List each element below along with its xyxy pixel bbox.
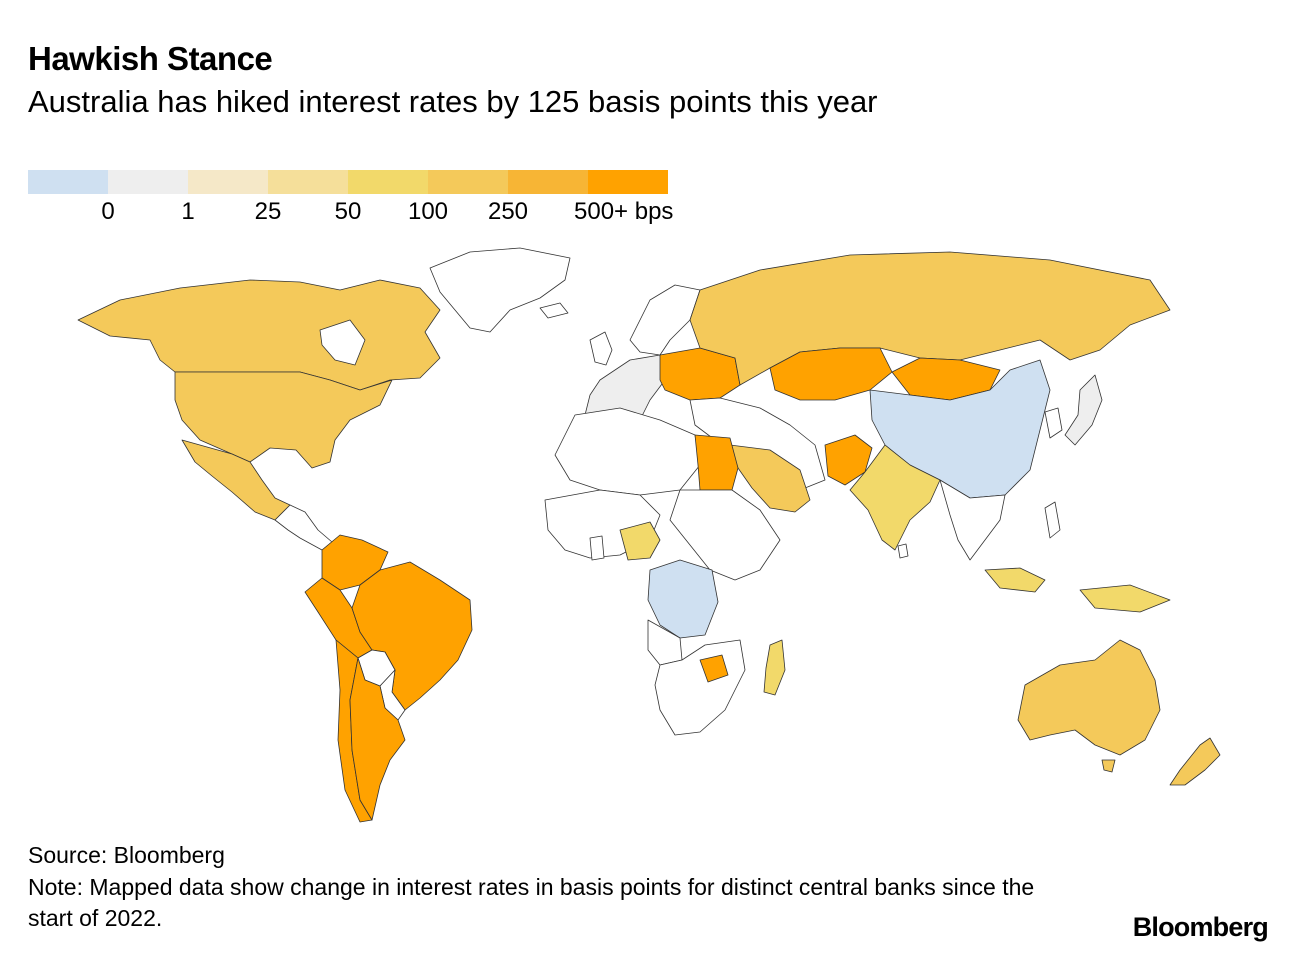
legend-swatch	[28, 170, 108, 194]
legend-swatch	[268, 170, 348, 194]
region-madagascar	[763, 639, 786, 696]
region-scandinavia	[629, 284, 701, 356]
region-iceland	[539, 302, 569, 319]
legend-swatch	[188, 170, 268, 194]
legend-label: 0	[101, 198, 115, 225]
legend-swatch	[588, 170, 668, 194]
color-legend: 0 1 25 50 100 250 500+ bps	[28, 170, 673, 228]
region-kazakhstan	[769, 347, 893, 401]
region-dr-congo	[647, 559, 719, 639]
legend-label: 25	[254, 198, 282, 225]
chart-subtitle: Australia has hiked interest rates by 12…	[28, 84, 878, 119]
hudson-bay	[319, 319, 366, 366]
legend-swatch	[348, 170, 428, 194]
region-india	[849, 444, 941, 551]
region-tasmania	[1101, 759, 1116, 773]
region-uk	[589, 331, 613, 366]
region-ghana	[589, 535, 605, 561]
region-saudi-arabia	[729, 444, 811, 513]
region-nigeria	[619, 521, 661, 561]
legend-swatch	[508, 170, 588, 194]
region-central-america	[274, 504, 333, 551]
region-philippines	[1044, 501, 1061, 539]
legend-label: 50	[334, 198, 362, 225]
legend-label: 1	[181, 198, 195, 225]
legend-labels: 0 1 25 50 100 250 500+ bps	[28, 198, 673, 228]
chart-title: Hawkish Stance	[28, 40, 273, 77]
region-egypt	[694, 434, 739, 491]
region-zimbabwe	[699, 654, 729, 683]
region-north-africa	[554, 407, 701, 496]
region-greenland	[429, 247, 571, 333]
bloomberg-logo: Bloomberg	[1132, 912, 1269, 942]
region-japan	[1064, 374, 1103, 446]
source-note: Source: Bloomberg	[28, 842, 225, 868]
legend-swatch	[428, 170, 508, 194]
region-sri-lanka	[897, 543, 909, 559]
methodology-note: Note: Mapped data show change in interes…	[28, 874, 1035, 931]
region-indonesia	[984, 567, 1046, 593]
region-russia	[689, 251, 1171, 386]
legend-label: 500+ bps	[574, 198, 674, 225]
region-indonesia-east	[1079, 584, 1171, 613]
legend-swatch	[108, 170, 188, 194]
legend-label: 100	[407, 198, 449, 225]
legend-bar	[28, 170, 668, 194]
region-new-zealand	[1169, 737, 1221, 786]
region-se-asia	[939, 479, 1006, 561]
region-korea	[1044, 407, 1063, 439]
legend-label: 250	[487, 198, 529, 225]
world-map	[77, 247, 1221, 823]
region-united-states	[174, 371, 393, 469]
region-australia	[1017, 639, 1161, 756]
region-brazil	[351, 561, 473, 711]
region-east-africa	[669, 489, 781, 581]
region-argentina	[349, 657, 406, 821]
